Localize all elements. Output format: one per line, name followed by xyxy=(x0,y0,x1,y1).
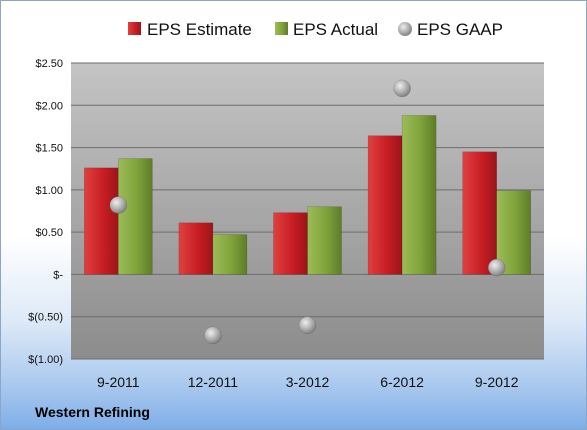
legend-label-estimate: EPS Estimate xyxy=(147,20,252,39)
y-tick-label: $(0.50) xyxy=(28,312,63,324)
y-tick-label: $2.00 xyxy=(35,100,63,112)
bar-layer xyxy=(84,115,531,275)
marker-eps-gaap xyxy=(393,79,411,98)
legend: EPS Estimate EPS Actual EPS GAAP xyxy=(128,20,503,39)
legend-label-gaap: EPS GAAP xyxy=(417,20,503,39)
x-tick-label: 6-2012 xyxy=(380,374,424,390)
legend-item-estimate: EPS Estimate xyxy=(128,20,252,39)
bar-eps-actual xyxy=(307,206,342,275)
marker-eps-gaap xyxy=(109,196,128,214)
bar-eps-actual xyxy=(496,190,531,275)
legend-swatch-estimate xyxy=(128,22,141,35)
x-tick-label: 9-2012 xyxy=(475,374,519,390)
legend-item-actual: EPS Actual xyxy=(275,20,378,39)
marker-eps-gaap xyxy=(487,258,506,277)
bar-eps-estimate xyxy=(178,222,214,275)
legend-marker-gaap xyxy=(398,22,412,36)
y-tick-label: $2.50 xyxy=(35,58,63,70)
x-axis: 9-2011 12-2011 3-2012 6-2012 9-2012 xyxy=(97,374,519,390)
x-tick-label: 3-2012 xyxy=(286,374,330,390)
y-tick-label: $(1.00) xyxy=(28,354,63,366)
plot-area xyxy=(71,62,544,360)
bar-eps-estimate xyxy=(84,167,119,275)
y-tick-label: $- xyxy=(53,269,63,281)
y-tick-label: $1.50 xyxy=(35,143,63,155)
marker-layer xyxy=(109,79,506,345)
marker-eps-gaap xyxy=(204,326,222,345)
bar-eps-estimate xyxy=(462,151,497,275)
marker-eps-gaap xyxy=(298,316,317,334)
y-axis: $2.50 $2.00 $1.50 $1.00 $0.50 $- $(0.50) $(1.00… xyxy=(28,58,63,366)
y-tick-label: $1.00 xyxy=(35,185,63,197)
x-tick-label: 9-2011 xyxy=(97,374,140,390)
bar-eps-actual xyxy=(401,115,437,275)
bar-eps-estimate xyxy=(273,212,308,275)
legend-label-actual: EPS Actual xyxy=(293,20,378,39)
x-tick-label: 12-2011 xyxy=(188,374,239,390)
bar-eps-actual xyxy=(118,158,153,275)
bar-eps-estimate xyxy=(367,135,403,275)
legend-item-gaap: EPS GAAP xyxy=(398,20,503,39)
y-tick-label: $0.50 xyxy=(35,227,63,239)
bar-eps-actual xyxy=(212,234,248,275)
legend-swatch-actual xyxy=(275,22,288,35)
company-name: Western Refining xyxy=(35,404,150,420)
